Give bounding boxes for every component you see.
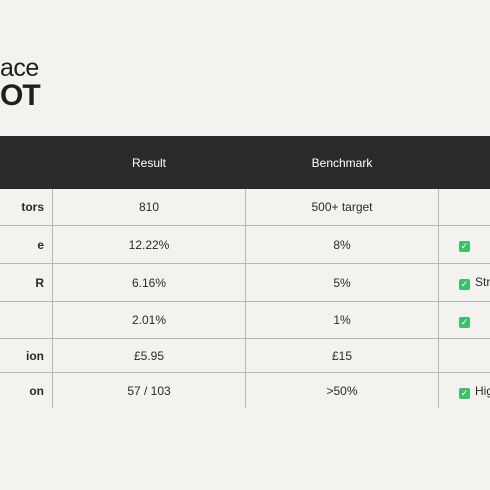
- result-cell: 2.01%: [52, 301, 246, 339]
- results-table-container: Result Benchmark tors 810 500+ target e 12.2…: [0, 136, 490, 408]
- table-header-row: Result Benchmark: [0, 136, 490, 189]
- table-row: ion £5.95 £15: [0, 338, 490, 373]
- metric-cell: ion: [0, 338, 53, 373]
- logo-line-2: OT: [0, 79, 41, 112]
- metric-cell: [0, 301, 53, 339]
- result-cell: 12.22%: [52, 225, 246, 264]
- status-cell: ✓ Stro: [438, 263, 490, 302]
- header-status: [438, 136, 490, 189]
- benchmark-cell: >50%: [245, 372, 439, 408]
- header-benchmark: Benchmark: [245, 136, 439, 189]
- benchmark-cell: 5%: [245, 263, 439, 302]
- table-row: e 12.22% 8% ✓: [0, 225, 490, 264]
- logo-line-1: ace: [0, 54, 39, 82]
- result-cell: 6.16%: [52, 263, 246, 302]
- table-row: tors 810 500+ target: [0, 188, 490, 226]
- table-body: tors 810 500+ target e 12.22% 8% ✓ R 6.16% 5% ✓ Str…: [0, 188, 490, 408]
- metric-cell: tors: [0, 188, 53, 226]
- metric-cell: on: [0, 372, 53, 408]
- status-cell: [438, 338, 490, 373]
- result-cell: 57 / 103: [52, 372, 246, 408]
- check-icon: ✓: [459, 387, 470, 399]
- benchmark-cell: 500+ target: [245, 188, 439, 226]
- benchmark-cell: 1%: [245, 301, 439, 339]
- table-row: R6.16%5% ✓ Stro: [0, 263, 490, 302]
- status-cell: ✓: [438, 225, 490, 264]
- status-cell: [438, 188, 490, 226]
- check-icon: ✓: [459, 279, 470, 290]
- results-table: Result Benchmark tors 810 500+ target e 12.2…: [0, 136, 490, 408]
- table-row: 2.01% 1% ✓: [0, 301, 490, 339]
- check-icon: ✓: [459, 241, 470, 252]
- status-cell: ✓ High: [438, 372, 490, 408]
- header-result: Result: [52, 136, 246, 189]
- benchmark-cell: £15: [245, 338, 439, 373]
- status-label: High: [475, 383, 490, 398]
- brand-logo: ace OT: [0, 54, 60, 114]
- result-cell: 810: [52, 188, 246, 226]
- status-cell: ✓: [438, 301, 490, 339]
- result-cell: £5.95: [52, 338, 246, 373]
- header-metric: [0, 136, 53, 189]
- metric-cell: R: [0, 263, 53, 302]
- benchmark-cell: 8%: [245, 225, 439, 264]
- status-label: Stro: [475, 275, 490, 289]
- check-icon: ✓: [459, 316, 470, 328]
- metric-cell: e: [0, 225, 53, 264]
